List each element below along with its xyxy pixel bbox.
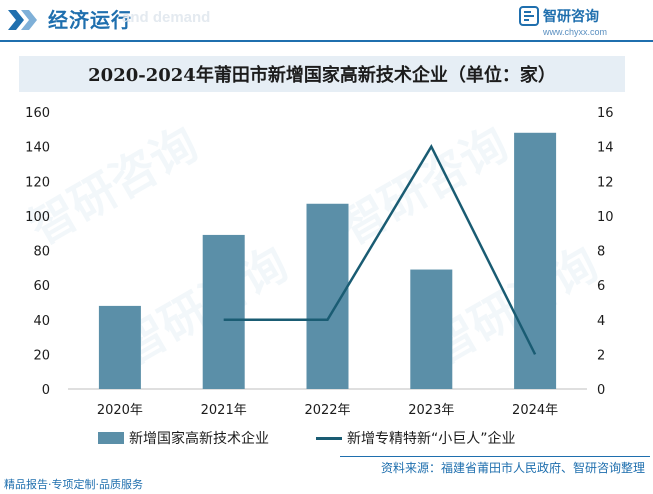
brand-logo-icon	[519, 6, 539, 26]
y-right-tick-label: 14	[597, 141, 614, 156]
header: 经济运行 and demand 智研咨询 www.chyxx.com	[0, 0, 653, 40]
chart-title: 2020-2024年莆田市新增国家高新技术企业（单位：家）	[88, 65, 556, 86]
section-title: 经济运行	[48, 8, 132, 32]
bar	[98, 305, 141, 389]
y-left-tick-label: 120	[25, 175, 50, 190]
y-right-tick-label: 0	[597, 383, 605, 398]
legend-swatch-bar	[98, 432, 124, 444]
header-chevron-icon	[8, 10, 37, 30]
legend-item-line: 新增专精特新“小巨人”企业	[316, 426, 516, 450]
chart-title-box: 2020-2024年莆田市新增国家高新技术企业（单位：家）	[19, 56, 625, 92]
x-tick-label: 2021年	[201, 403, 247, 418]
y-left-tick-label: 60	[33, 279, 50, 294]
header-watermark-text: and demand	[122, 9, 211, 26]
brand-name: 智研咨询	[543, 9, 599, 25]
x-tick-label: 2022年	[304, 403, 350, 418]
y-left-tick-label: 140	[25, 141, 50, 156]
y-left-tick-label: 160	[25, 106, 50, 121]
footer-divider	[340, 456, 650, 457]
line-series	[223, 144, 537, 355]
y-right-tick-label: 8	[597, 245, 605, 260]
y-left-tick-label: 40	[33, 314, 50, 329]
source-note: 资料来源：福建省莆田市人民政府、智研咨询整理	[380, 461, 645, 475]
slogan: 精品报告·专项定制·品质服务	[4, 478, 143, 491]
legend-swatch-line	[316, 436, 342, 440]
legend-label-bar: 新增国家高新技术企业	[129, 431, 269, 447]
y-left-tick-label: 0	[42, 383, 50, 398]
chart: 0 20 40 60 80 100 120 140 160 0 2 4 6 8 10 12 14 16 2020年 2…	[25, 106, 614, 418]
y-right-tick-label: 4	[597, 314, 605, 329]
y-right-tick-label: 16	[597, 106, 614, 121]
y-left-tick-label: 20	[33, 348, 50, 363]
legend: 新增国家高新技术企业 新增专精特新“小巨人”企业	[0, 426, 653, 450]
legend-label-line: 新增专精特新“小巨人”企业	[347, 431, 516, 447]
x-tick-label: 2020年	[97, 403, 143, 418]
brand-url: www.chyxx.com	[543, 27, 608, 37]
y-right-tick-label: 2	[597, 348, 605, 363]
y-left-tick-label: 100	[25, 210, 50, 225]
brand: 智研咨询 www.chyxx.com	[519, 4, 639, 40]
bar	[202, 234, 245, 389]
y-right-tick-label: 6	[597, 279, 605, 294]
x-tick-label: 2023年	[408, 403, 454, 418]
bar	[514, 132, 557, 389]
x-tick-label: 2024年	[512, 403, 558, 418]
y-left-tick-label: 80	[33, 245, 50, 260]
y-right-tick-label: 10	[597, 210, 614, 225]
y-right-tick-label: 12	[597, 175, 614, 190]
bar	[410, 269, 453, 389]
legend-item-bar: 新增国家高新技术企业	[98, 426, 269, 450]
header-divider	[0, 40, 653, 42]
